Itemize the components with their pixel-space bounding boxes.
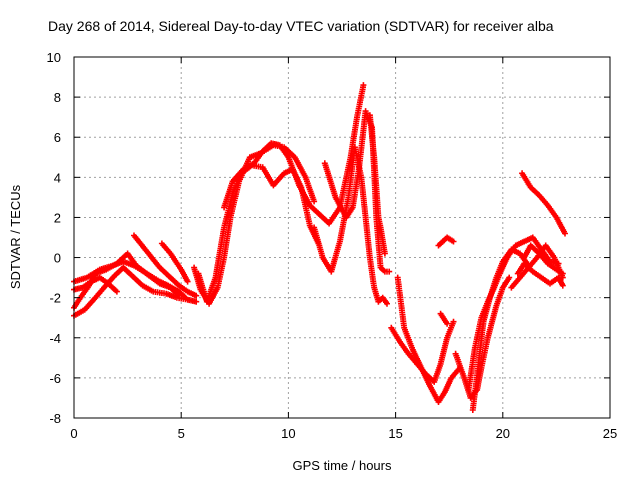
y-tick-label: 10	[47, 50, 61, 65]
y-tick-label: 0	[54, 251, 61, 266]
y-tick-label: -4	[49, 331, 61, 346]
x-tick-label: 10	[281, 426, 295, 441]
series-layer	[71, 82, 568, 413]
series-arc12	[366, 112, 388, 257]
y-tick-label: -6	[49, 371, 61, 386]
tick-labels: 0 5 10 15 20 25 -8 -6 -4 -2 0 2 4 6 8 10	[47, 50, 618, 441]
y-tick-label: 4	[54, 170, 61, 185]
series-arc16	[435, 234, 457, 249]
series-arc6	[158, 240, 191, 285]
series-arc23	[519, 170, 568, 237]
y-tick-label: 6	[54, 130, 61, 145]
x-tick-label: 20	[496, 426, 510, 441]
series-arc21	[514, 260, 566, 289]
series-arc15	[437, 310, 451, 327]
x-tick-label: 25	[603, 426, 617, 441]
series-arc9	[221, 82, 367, 227]
y-tick-label: 2	[54, 210, 61, 225]
series-arc19	[469, 246, 532, 413]
series-arc22	[521, 242, 566, 277]
y-tick-label: -2	[49, 291, 61, 306]
series-arc14	[394, 274, 463, 405]
chart-title: Day 268 of 2014, Sidereal Day-to-day VTE…	[48, 18, 554, 34]
series-arc4	[131, 232, 200, 299]
x-tick-label: 15	[388, 426, 402, 441]
x-tick-label: 5	[178, 426, 185, 441]
y-tick-label: 8	[54, 90, 61, 105]
y-tick-label: -8	[49, 411, 61, 426]
x-tick-label: 0	[70, 426, 77, 441]
x-axis-label: GPS time / hours	[293, 458, 392, 473]
y-axis-label: SDTVAR / TECUs	[8, 184, 23, 289]
series-arc8	[195, 162, 322, 305]
plot-frame	[73, 56, 611, 419]
